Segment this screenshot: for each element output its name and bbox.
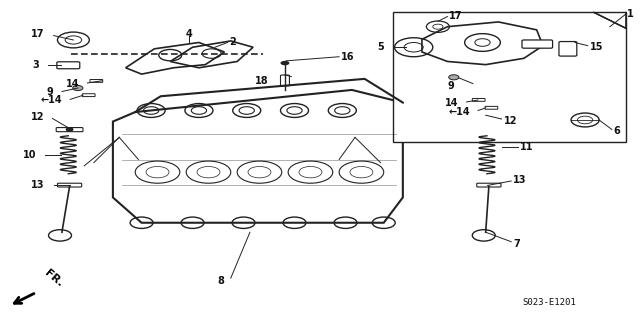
Circle shape: [449, 75, 459, 80]
Text: 12: 12: [31, 112, 45, 122]
FancyBboxPatch shape: [472, 99, 485, 101]
Text: 3: 3: [33, 60, 40, 70]
Text: 17: 17: [449, 11, 463, 21]
Circle shape: [280, 61, 289, 65]
Text: 15: 15: [589, 41, 603, 52]
Text: FR.: FR.: [43, 268, 65, 289]
Text: 14: 14: [445, 98, 459, 108]
Text: 2: 2: [230, 38, 236, 48]
Text: 5: 5: [377, 42, 384, 52]
Text: 8: 8: [218, 276, 225, 286]
Text: 14: 14: [66, 78, 79, 89]
Circle shape: [73, 85, 83, 91]
Text: 6: 6: [614, 126, 621, 136]
Text: 9: 9: [47, 86, 54, 97]
FancyBboxPatch shape: [522, 40, 552, 48]
Text: S023-E1201: S023-E1201: [522, 299, 576, 308]
FancyBboxPatch shape: [90, 79, 102, 82]
FancyBboxPatch shape: [83, 94, 95, 97]
Text: 16: 16: [341, 52, 355, 62]
Text: 4: 4: [186, 29, 193, 39]
Text: 1: 1: [627, 9, 634, 19]
Text: 9: 9: [447, 81, 454, 91]
FancyBboxPatch shape: [280, 75, 289, 86]
Text: 7: 7: [513, 239, 520, 249]
Text: 12: 12: [504, 115, 517, 126]
FancyBboxPatch shape: [57, 62, 80, 69]
Text: 13: 13: [31, 181, 45, 190]
Text: ←14: ←14: [40, 95, 62, 105]
Circle shape: [67, 128, 73, 131]
Text: 11: 11: [520, 142, 533, 152]
Text: 10: 10: [23, 150, 36, 160]
FancyBboxPatch shape: [559, 41, 577, 56]
Circle shape: [486, 128, 492, 131]
Text: 18: 18: [255, 76, 269, 86]
Text: 17: 17: [31, 29, 45, 39]
FancyBboxPatch shape: [485, 106, 498, 109]
FancyBboxPatch shape: [476, 128, 502, 132]
Text: 13: 13: [513, 175, 527, 185]
FancyBboxPatch shape: [58, 183, 82, 187]
FancyBboxPatch shape: [477, 183, 501, 187]
Text: ←14: ←14: [448, 107, 470, 117]
FancyBboxPatch shape: [56, 128, 83, 132]
FancyBboxPatch shape: [394, 12, 626, 142]
